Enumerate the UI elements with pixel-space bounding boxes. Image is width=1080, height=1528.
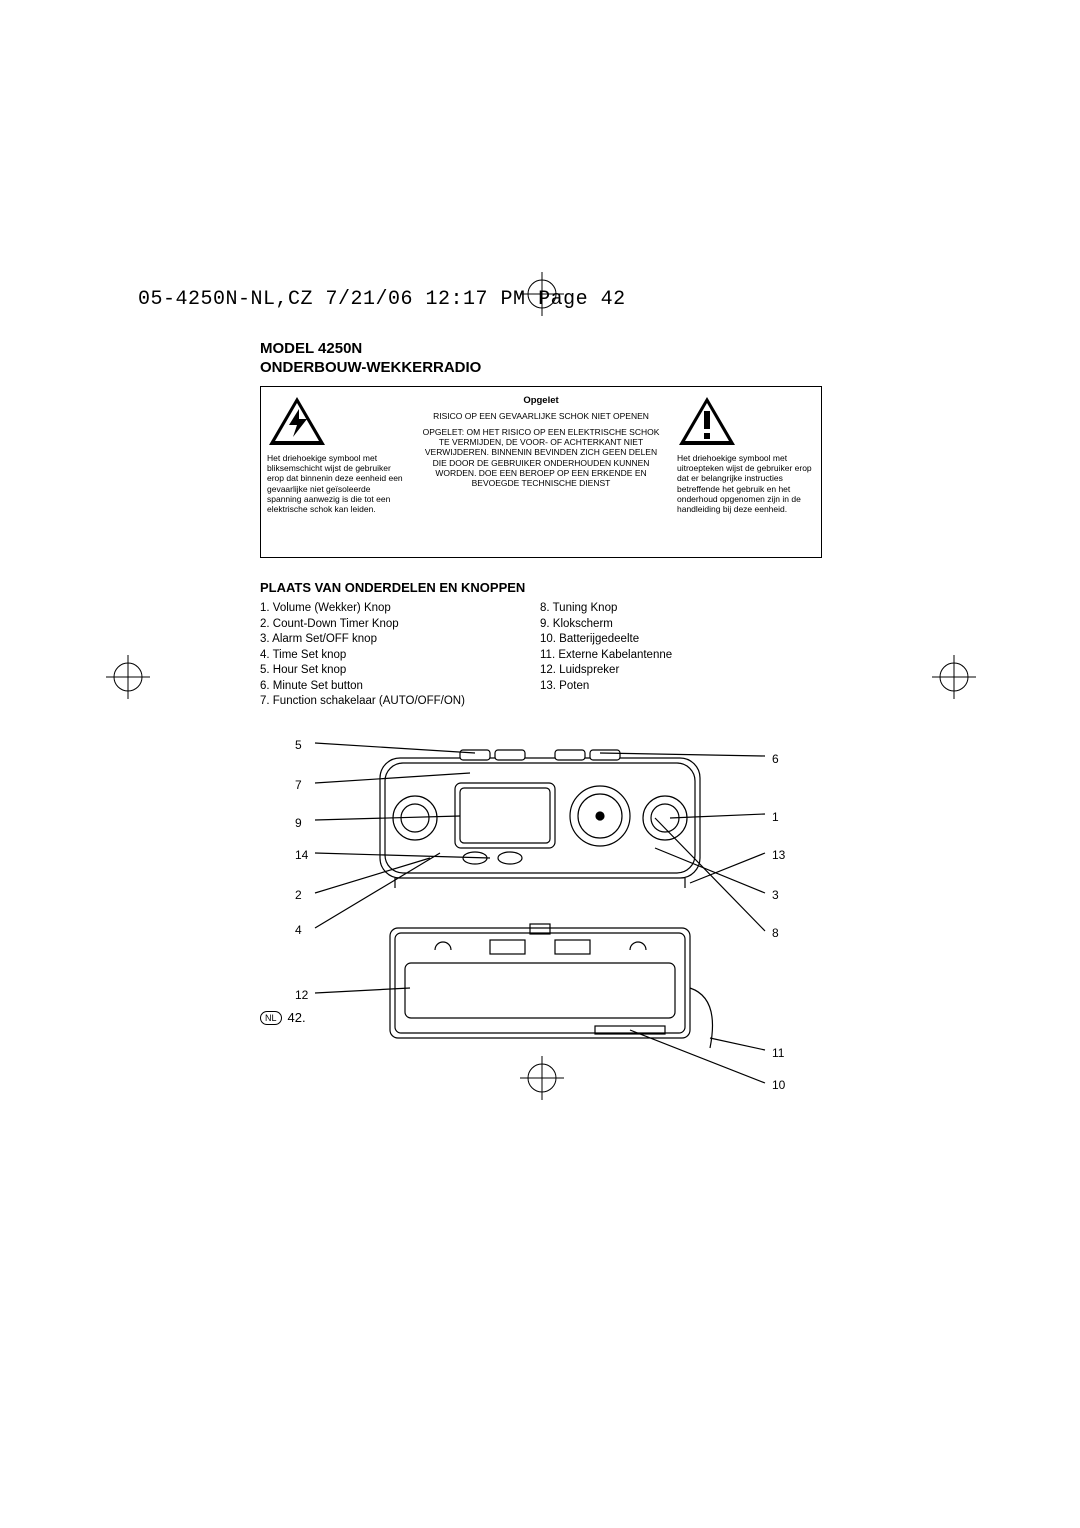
- diagram-label: 1: [772, 810, 779, 824]
- diagram-label: 4: [295, 923, 302, 937]
- page-footer: NL 42.: [260, 1010, 306, 1025]
- parts-item: 7. Function schakelaar (AUTO/OFF/ON): [260, 694, 540, 710]
- diagram-label: 10: [772, 1078, 785, 1092]
- diagram-label: 8: [772, 926, 779, 940]
- device-diagram: 5 7 9 14 2 4 12 6 1 13 3 8 11 10: [260, 728, 820, 1108]
- device-diagram-svg: [260, 728, 820, 1108]
- diagram-label: 2: [295, 888, 302, 902]
- warning-panel: Het driehoekige symbool met bliksemschic…: [260, 386, 822, 558]
- warning-mid-title: Opgelet: [523, 395, 558, 407]
- parts-item: 3. Alarm Set/OFF knop: [260, 632, 540, 648]
- warning-left-text: Het driehoekige symbool met bliksemschic…: [267, 453, 405, 514]
- parts-item: 4. Time Set knop: [260, 648, 540, 664]
- parts-left-column: 1. Volume (Wekker) Knop2. Count-Down Tim…: [260, 601, 540, 710]
- warning-right-text: Het driehoekige symbool met uitroepteken…: [677, 453, 815, 514]
- diagram-label: 9: [295, 816, 302, 830]
- parts-lists: 1. Volume (Wekker) Knop2. Count-Down Tim…: [260, 601, 820, 710]
- parts-item: 2. Count-Down Timer Knop: [260, 617, 540, 633]
- parts-item: 5. Hour Set knop: [260, 663, 540, 679]
- diagram-label: 11: [772, 1046, 784, 1060]
- lightning-triangle-icon: [267, 395, 327, 447]
- diagram-label: 14: [295, 848, 308, 862]
- parts-item: 12. Luidspreker: [540, 663, 820, 679]
- warning-mid-col: Opgelet RISICO OP EEN GEVAARLIJKE SCHOK …: [411, 387, 671, 557]
- parts-right-column: 8. Tuning Knop9. Klokscherm10. Batterijg…: [540, 601, 820, 710]
- section-heading: PLAATS VAN ONDERDELEN EN KNOPPEN: [260, 580, 820, 595]
- exclamation-triangle-icon: [677, 395, 737, 447]
- warning-left-col: Het driehoekige symbool met bliksemschic…: [261, 387, 411, 557]
- content-area: MODEL 4250N ONDERBOUW-WEKKERRADIO Het dr…: [260, 340, 820, 1108]
- warning-right-col: Het driehoekige symbool met uitroepteken…: [671, 387, 821, 557]
- parts-item: 10. Batterijgedeelte: [540, 632, 820, 648]
- parts-item: 13. Poten: [540, 679, 820, 695]
- language-badge: NL: [260, 1011, 282, 1025]
- crop-mark-left: [106, 655, 150, 699]
- diagram-label: 3: [772, 888, 779, 902]
- crop-mark-right: [932, 655, 976, 699]
- diagram-label: 5: [295, 738, 302, 752]
- page-number: 42.: [288, 1010, 306, 1025]
- model-subtitle: ONDERBOUW-WEKKERRADIO: [260, 359, 820, 376]
- warning-mid-line1: RISICO OP EEN GEVAARLIJKE SCHOK NIET OPE…: [433, 411, 649, 421]
- parts-item: 6. Minute Set button: [260, 679, 540, 695]
- model-title: MODEL 4250N: [260, 340, 820, 357]
- parts-item: 9. Klokscherm: [540, 617, 820, 633]
- diagram-label: 6: [772, 752, 779, 766]
- diagram-label: 7: [295, 778, 302, 792]
- parts-item: 1. Volume (Wekker) Knop: [260, 601, 540, 617]
- diagram-label: 12: [295, 988, 308, 1002]
- print-header: 05-4250N-NL,CZ 7/21/06 12:17 PM Page 42: [138, 288, 626, 311]
- parts-item: 8. Tuning Knop: [540, 601, 820, 617]
- page-container: 05-4250N-NL,CZ 7/21/06 12:17 PM Page 42 …: [0, 0, 1080, 1528]
- diagram-label: 13: [772, 848, 785, 862]
- warning-mid-line2: OPGELET: OM HET RISICO OP EEN ELEKTRISCH…: [417, 427, 665, 488]
- parts-item: 11. Externe Kabelantenne: [540, 648, 820, 664]
